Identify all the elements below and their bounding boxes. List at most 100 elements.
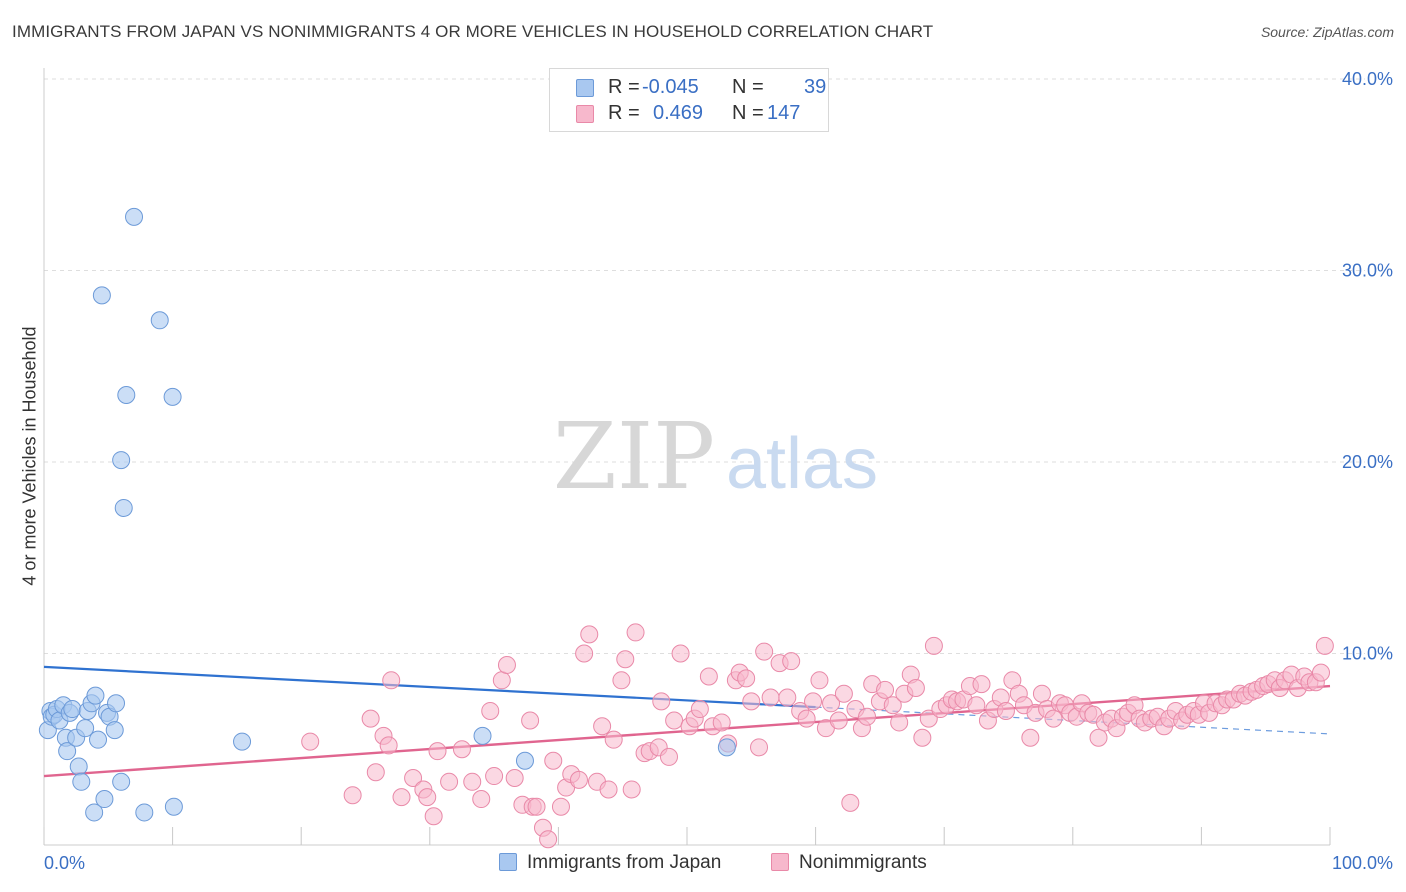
data-point-nonimmigrants bbox=[699, 667, 718, 686]
data-point-japan bbox=[112, 451, 131, 470]
legend-n-value: 39 bbox=[804, 76, 827, 98]
data-point-japan bbox=[135, 803, 154, 822]
y-axis-label: 4 or more Vehicles in Household bbox=[19, 326, 40, 586]
data-point-nonimmigrants bbox=[497, 655, 516, 674]
data-point-nonimmigrants bbox=[622, 780, 641, 799]
data-point-japan bbox=[72, 772, 91, 791]
data-point-japan bbox=[515, 751, 534, 770]
data-point-nonimmigrants bbox=[690, 700, 709, 719]
data-point-nonimmigrants bbox=[580, 625, 599, 644]
data-point-nonimmigrants bbox=[883, 696, 902, 715]
data-point-nonimmigrants bbox=[626, 623, 645, 642]
legend-r-value: -0.045 bbox=[642, 76, 699, 98]
y-tick-label: 20.0% bbox=[1342, 452, 1393, 472]
data-point-nonimmigrants bbox=[810, 671, 829, 690]
data-point-japan bbox=[95, 790, 114, 809]
data-point-nonimmigrants bbox=[967, 696, 986, 715]
data-point-nonimmigrants bbox=[521, 711, 540, 730]
legend-n-value: 147 bbox=[767, 102, 801, 124]
watermark-zip: ZIP bbox=[553, 403, 715, 510]
data-point-japan bbox=[58, 742, 77, 761]
data-point-nonimmigrants bbox=[343, 786, 362, 805]
legend-swatch-nonimmigrants bbox=[771, 853, 789, 871]
data-point-nonimmigrants bbox=[616, 650, 635, 669]
legend-n-label: N = bbox=[732, 76, 764, 98]
legend-swatch-nonimmigrants bbox=[576, 105, 594, 123]
legend-r-value: 0.469 bbox=[653, 102, 704, 124]
data-point-japan bbox=[114, 498, 133, 517]
data-point-nonimmigrants bbox=[539, 830, 558, 849]
data-point-nonimmigrants bbox=[361, 709, 380, 728]
data-point-nonimmigrants bbox=[797, 709, 816, 728]
data-point-nonimmigrants bbox=[822, 694, 841, 713]
data-point-nonimmigrants bbox=[599, 780, 618, 799]
data-point-nonimmigrants bbox=[382, 671, 401, 690]
data-point-nonimmigrants bbox=[1044, 709, 1063, 728]
data-point-japan bbox=[63, 700, 82, 719]
x-tick-label: 0.0% bbox=[44, 853, 85, 873]
data-point-nonimmigrants bbox=[804, 692, 823, 711]
data-point-nonimmigrants bbox=[472, 790, 491, 809]
data-point-nonimmigrants bbox=[301, 732, 320, 751]
data-point-nonimmigrants bbox=[604, 730, 623, 749]
legend-row-japan: R = -0.045 N = 39 bbox=[576, 76, 826, 100]
source-label: Source: ZipAtlas.com bbox=[1260, 24, 1394, 40]
data-point-nonimmigrants bbox=[919, 709, 938, 728]
data-point-nonimmigrants bbox=[761, 688, 780, 707]
data-point-nonimmigrants bbox=[481, 701, 500, 720]
data-point-japan bbox=[92, 286, 111, 305]
data-point-nonimmigrants bbox=[755, 642, 774, 661]
data-point-nonimmigrants bbox=[428, 742, 447, 761]
legend-item-nonimmigrants: Nonimmigrants bbox=[771, 852, 927, 874]
chart-title: IMMIGRANTS FROM JAPAN VS NONIMMIGRANTS 4… bbox=[12, 22, 934, 41]
x-tick-label: 100.0% bbox=[1332, 853, 1393, 873]
data-point-nonimmigrants bbox=[404, 768, 423, 787]
data-point-nonimmigrants bbox=[452, 740, 471, 759]
data-point-nonimmigrants bbox=[841, 793, 860, 812]
data-point-nonimmigrants bbox=[1089, 728, 1108, 747]
legend-row-nonimmigrants: R = 0.469 N = 147 bbox=[576, 102, 826, 126]
data-point-japan bbox=[117, 385, 136, 404]
data-point-japan bbox=[105, 721, 124, 740]
legend-r-label: R = bbox=[608, 102, 640, 124]
data-point-nonimmigrants bbox=[392, 788, 411, 807]
data-point-nonimmigrants bbox=[379, 736, 398, 755]
data-point-japan bbox=[69, 757, 88, 776]
data-point-japan bbox=[164, 797, 183, 816]
data-point-nonimmigrants bbox=[652, 692, 671, 711]
data-point-nonimmigrants bbox=[593, 717, 612, 736]
data-point-japan bbox=[112, 772, 131, 791]
data-point-nonimmigrants bbox=[551, 797, 570, 816]
legend-label-nonimmigrants: Nonimmigrants bbox=[799, 852, 927, 873]
data-point-nonimmigrants bbox=[440, 772, 459, 791]
data-point-nonimmigrants bbox=[505, 768, 524, 787]
data-point-japan bbox=[717, 738, 736, 757]
data-point-nonimmigrants bbox=[527, 797, 546, 816]
data-point-nonimmigrants bbox=[972, 675, 991, 694]
data-point-nonimmigrants bbox=[485, 767, 504, 786]
data-point-nonimmigrants bbox=[996, 701, 1015, 720]
data-point-nonimmigrants bbox=[742, 692, 761, 711]
data-point-nonimmigrants bbox=[463, 772, 482, 791]
data-point-japan bbox=[150, 311, 169, 330]
data-point-japan bbox=[163, 387, 182, 406]
data-point-japan bbox=[86, 686, 105, 705]
data-point-nonimmigrants bbox=[1021, 728, 1040, 747]
data-point-nonimmigrants bbox=[737, 669, 756, 688]
data-point-japan bbox=[107, 694, 126, 713]
data-point-japan bbox=[85, 803, 104, 822]
data-point-nonimmigrants bbox=[913, 728, 932, 747]
data-point-japan bbox=[473, 726, 492, 745]
data-point-japan bbox=[76, 719, 95, 738]
trendline-japan bbox=[43, 665, 816, 709]
data-point-nonimmigrants bbox=[750, 738, 769, 757]
legend-r-label: R = bbox=[608, 76, 640, 98]
data-point-nonimmigrants bbox=[829, 711, 848, 730]
data-point-nonimmigrants bbox=[569, 770, 588, 789]
data-point-nonimmigrants bbox=[906, 678, 925, 697]
data-point-nonimmigrants bbox=[778, 688, 797, 707]
data-point-japan bbox=[233, 732, 252, 751]
data-point-nonimmigrants bbox=[890, 713, 909, 732]
data-point-nonimmigrants bbox=[1032, 684, 1051, 703]
data-point-japan bbox=[125, 207, 144, 226]
